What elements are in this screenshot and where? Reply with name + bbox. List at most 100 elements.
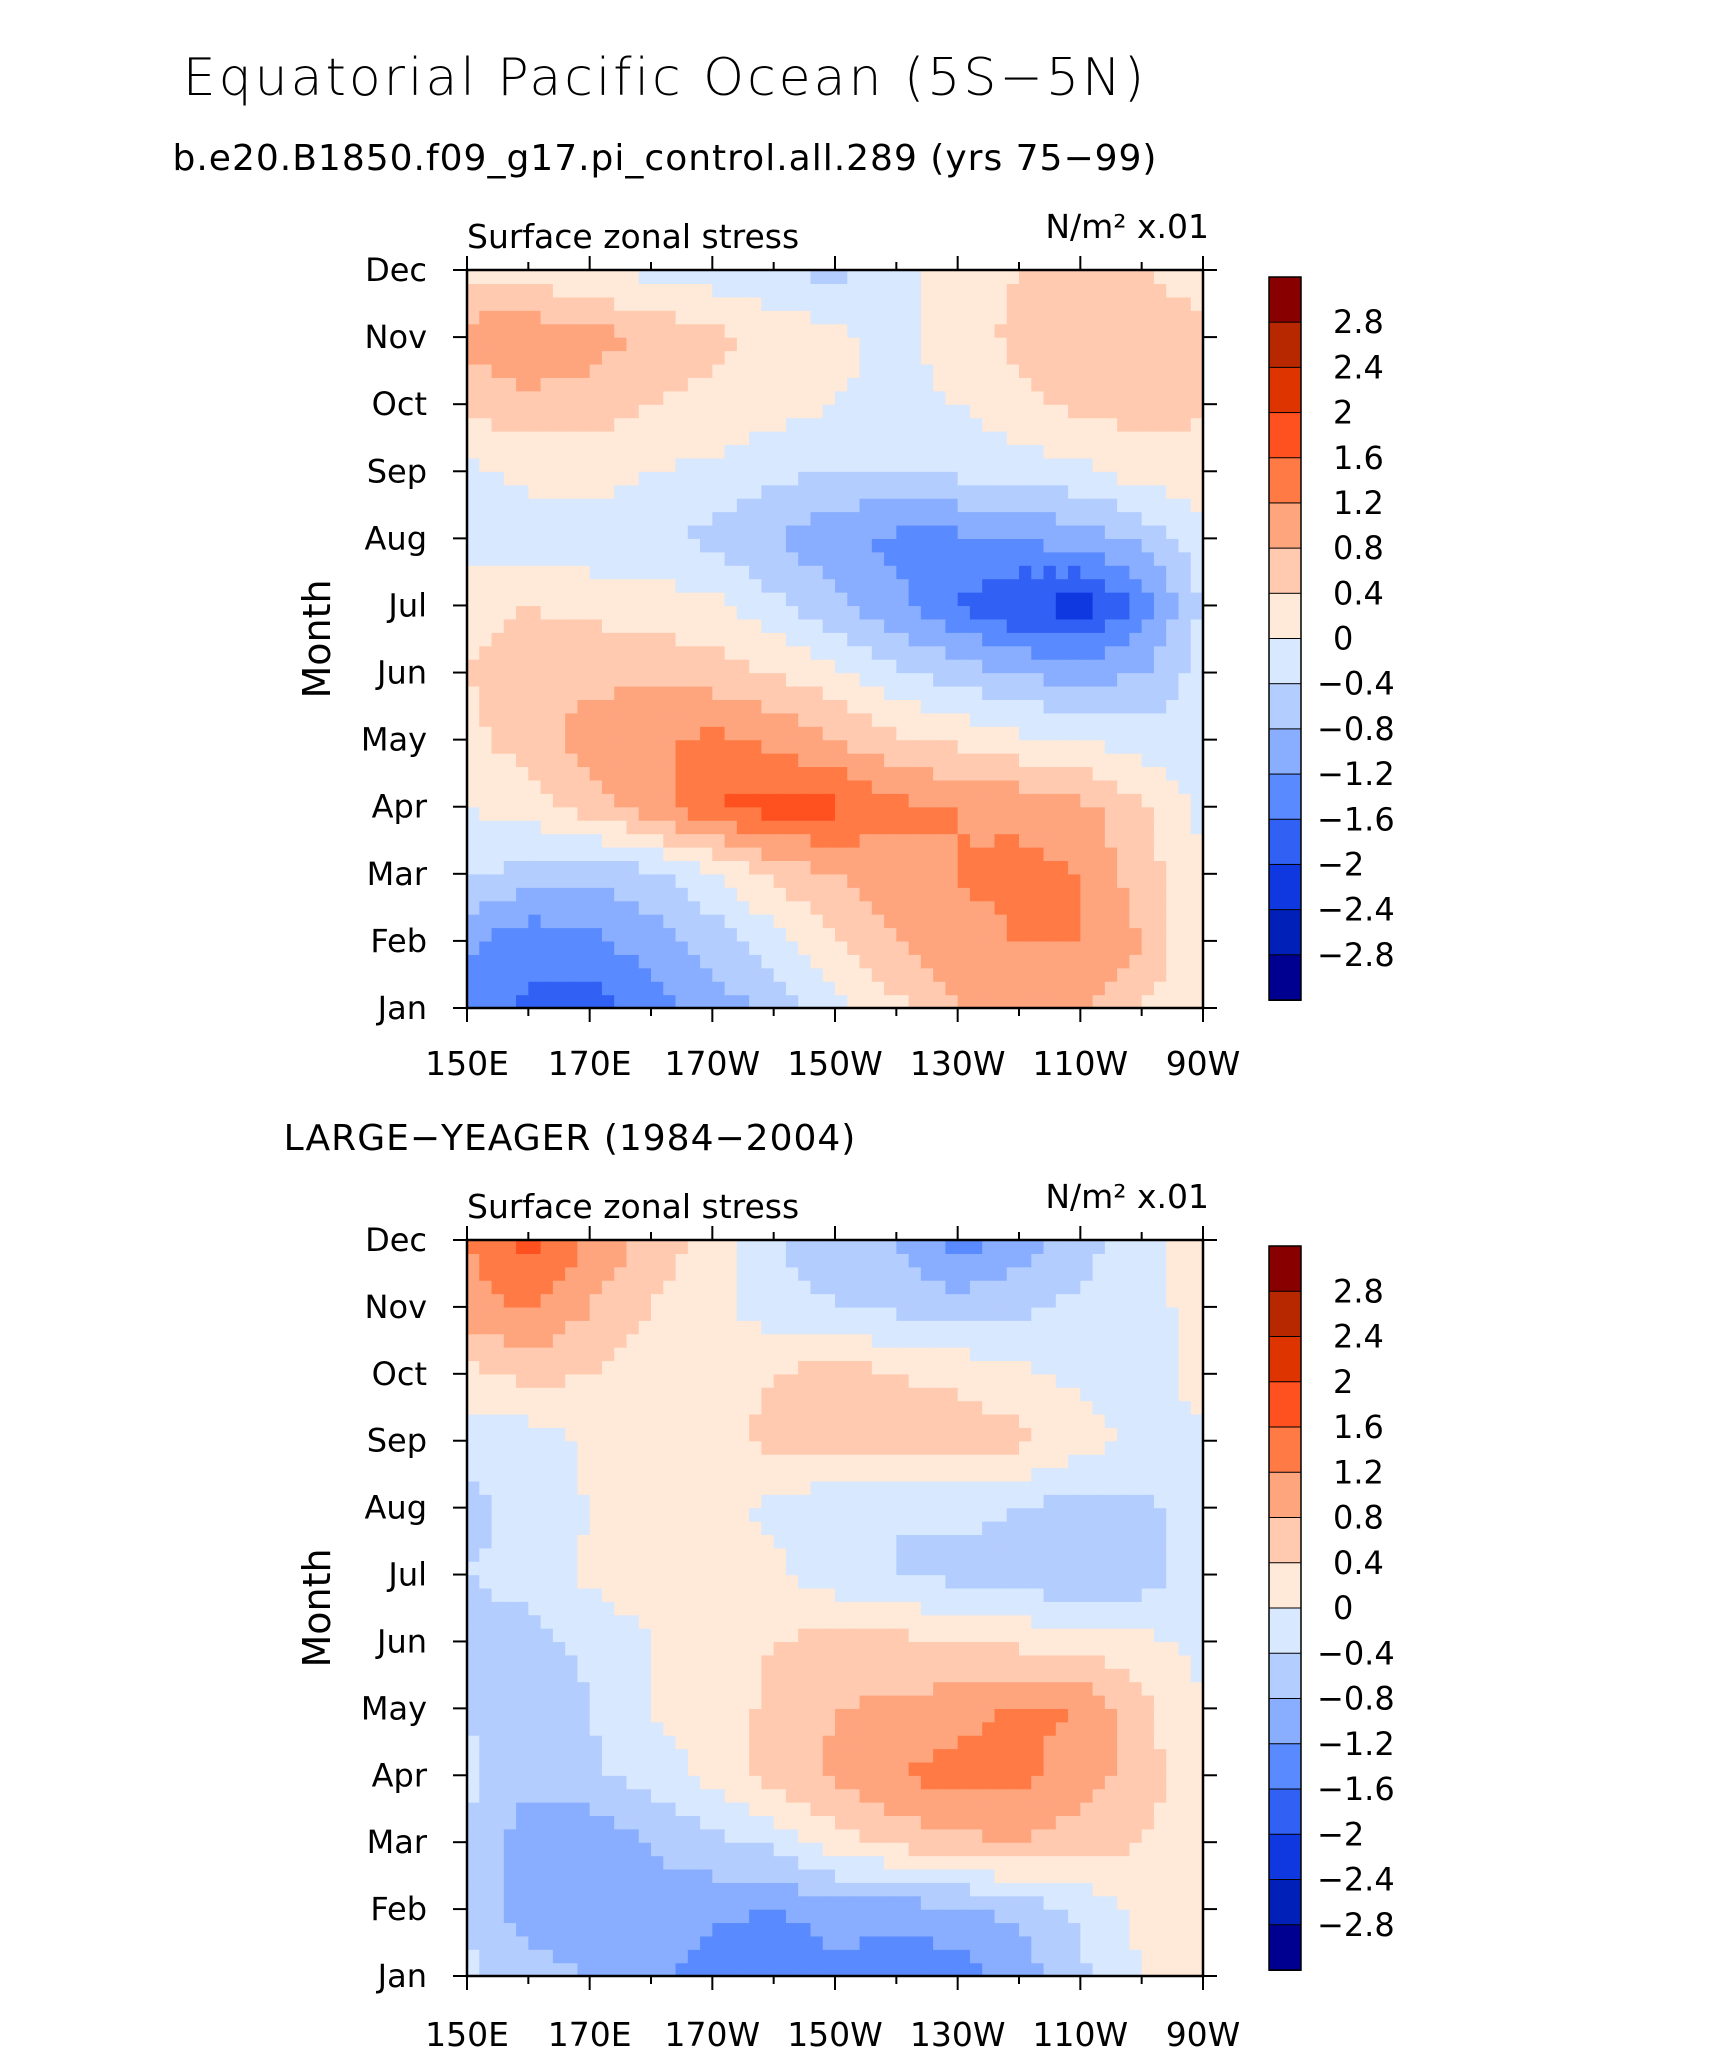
- heatmap-cell: [761, 1668, 775, 1683]
- heatmap-cell: [798, 1949, 812, 1964]
- heatmap-cell: [540, 1628, 554, 1643]
- heatmap-cell: [552, 672, 566, 687]
- heatmap-cell: [516, 1949, 529, 1964]
- heatmap-cell: [1129, 860, 1143, 875]
- heatmap-cell: [516, 793, 529, 808]
- heatmap-cell: [1043, 511, 1057, 526]
- heatmap-cell: [1117, 1775, 1130, 1790]
- heatmap-cell: [773, 900, 787, 915]
- heatmap-cell: [700, 1761, 713, 1776]
- heatmap-cell: [540, 1721, 554, 1736]
- heatmap-cell: [675, 605, 689, 620]
- heatmap-cell: [896, 1775, 910, 1790]
- heatmap-cell: [1043, 1922, 1057, 1937]
- heatmap-cell: [884, 659, 897, 674]
- heatmap-cell: [491, 699, 505, 714]
- heatmap-cell: [859, 1962, 873, 1977]
- heatmap-cell: [896, 1748, 910, 1763]
- heatmap-cell: [896, 967, 910, 982]
- heatmap-cell: [982, 914, 996, 929]
- heatmap-cell: [1117, 618, 1130, 633]
- heatmap-cell: [516, 1895, 529, 1910]
- heatmap-cell: [810, 672, 824, 687]
- heatmap-cell: [467, 1882, 480, 1897]
- x-tick-label: 170W: [665, 1044, 761, 1083]
- heatmap-cell: [651, 1815, 664, 1830]
- heatmap-cell: [822, 1735, 836, 1750]
- heatmap-cell: [1190, 833, 1204, 848]
- heatmap-cell: [736, 1694, 750, 1709]
- heatmap-cell: [700, 1694, 713, 1709]
- heatmap-cell: [1129, 994, 1143, 1009]
- heatmap-cell: [896, 1681, 910, 1696]
- heatmap-cell: [945, 377, 959, 392]
- heatmap-cell: [712, 1775, 726, 1790]
- heatmap-cell: [896, 1788, 910, 1803]
- heatmap-cell: [700, 511, 713, 526]
- heatmap-cell: [1031, 833, 1045, 848]
- heatmap-cell: [565, 632, 578, 647]
- heatmap-cell: [859, 1949, 873, 1964]
- heatmap-cell: [675, 712, 689, 727]
- heatmap-cell: [969, 793, 983, 808]
- heatmap-cell: [761, 323, 775, 338]
- heatmap-cell: [1092, 444, 1106, 459]
- heatmap-cell: [945, 1694, 959, 1709]
- heatmap-cell: [1019, 471, 1032, 486]
- heatmap-cell: [589, 1909, 603, 1924]
- heatmap-cell: [601, 310, 615, 325]
- heatmap-cell: [994, 1802, 1008, 1817]
- heatmap-cell: [479, 444, 493, 459]
- heatmap-cell: [822, 565, 836, 580]
- heatmap-cell: [1166, 1641, 1180, 1656]
- heatmap-cell: [601, 806, 615, 821]
- heatmap-cell: [933, 1828, 946, 1843]
- heatmap-cell: [1166, 511, 1180, 526]
- heatmap-cell: [982, 565, 996, 580]
- heatmap-cell: [577, 404, 591, 419]
- heatmap-cell: [540, 1949, 554, 1964]
- heatmap-cell: [920, 1775, 934, 1790]
- heatmap-cell: [1178, 323, 1192, 338]
- heatmap-cell: [822, 296, 836, 311]
- heatmap-cell: [1104, 659, 1118, 674]
- heatmap-cell: [933, 337, 946, 352]
- heatmap-cell: [601, 967, 615, 982]
- heatmap-cell: [1080, 417, 1094, 432]
- heatmap-cell: [565, 511, 578, 526]
- heatmap-cell: [1031, 524, 1045, 539]
- heatmap-cell: [945, 283, 959, 298]
- heatmap-cell: [1104, 927, 1118, 942]
- heatmap-cell: [822, 444, 836, 459]
- heatmap-cell: [884, 1815, 897, 1830]
- heatmap-cell: [871, 1895, 885, 1910]
- heatmap-cell: [700, 605, 713, 620]
- heatmap-cell: [700, 457, 713, 472]
- heatmap-cell: [1178, 954, 1192, 969]
- heatmap-cell: [920, 1962, 934, 1977]
- heatmap-cell: [1178, 1802, 1192, 1817]
- heatmap-cell: [920, 310, 934, 325]
- heatmap-cell: [773, 632, 787, 647]
- heatmap-cell: [749, 1708, 762, 1723]
- heatmap-cell: [847, 1935, 861, 1950]
- heatmap-cell: [1104, 1922, 1118, 1937]
- heatmap-cell: [565, 914, 578, 929]
- heatmap-cell: [540, 484, 554, 499]
- heatmap-cell: [589, 498, 603, 513]
- heatmap-cell: [994, 833, 1008, 848]
- heatmap-cell: [785, 981, 799, 996]
- heatmap-cell: [503, 1748, 517, 1763]
- heatmap-cell: [736, 457, 750, 472]
- heatmap-cell: [1117, 632, 1130, 647]
- heatmap-cell: [810, 994, 824, 1009]
- colorbar-label: 2: [1333, 394, 1353, 432]
- heatmap-cell: [663, 310, 677, 325]
- heatmap-cell: [933, 846, 946, 861]
- heatmap-cell: [773, 1735, 787, 1750]
- heatmap-cell: [785, 1802, 799, 1817]
- heatmap-cell: [638, 498, 652, 513]
- heatmap-cell: [957, 846, 971, 861]
- heatmap-cell: [908, 820, 922, 835]
- heatmap-cell: [687, 833, 701, 848]
